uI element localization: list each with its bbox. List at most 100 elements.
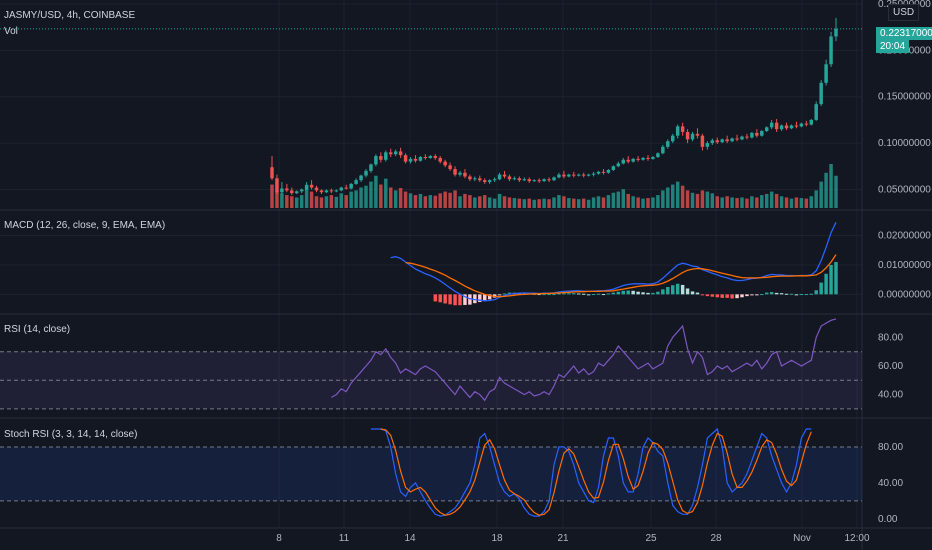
volume-bar [413,195,418,208]
time-tick-label: 21 [557,533,569,544]
candle-body [755,132,759,136]
volume-bar [567,198,571,208]
candle-body [275,178,279,193]
stoch-band-fill [0,446,862,501]
candle-body [537,180,541,182]
candle-body [448,165,452,170]
macd-histogram-bar [814,290,818,295]
volume-bar [517,198,522,208]
candle-body [552,177,556,181]
volume-bar [651,197,655,208]
rsi-label[interactable]: RSI (14, close) [4,324,71,335]
macd-pane[interactable] [390,222,838,306]
candle-body [651,157,655,159]
macd-histogram-bar [789,293,794,295]
candle-body [413,158,418,161]
stoch-rsi-label[interactable]: Stoch RSI (3, 3, 14, 14, close) [4,429,138,440]
candle-body [804,123,809,125]
volume-bar [344,195,348,208]
macd-histogram-bar [626,290,630,295]
stoch-rsi-pane[interactable] [0,427,862,517]
macd-tick-label: 0.00000000 [878,289,931,300]
candle-body [339,187,343,191]
time-axis[interactable]: 8 11 14 18 21 25 28 Nov 12:00 [276,533,870,544]
candle-body [512,178,517,180]
volume-bar [354,190,358,208]
macd-histogram-bar [601,294,606,296]
candle-body [502,174,507,177]
candle-body [740,136,744,140]
candle-body [685,131,690,140]
volume-bar [809,196,813,208]
macd-histogram-bar [463,294,467,305]
price-tick-label: 0.10000000 [878,138,931,149]
candle-body [601,171,606,173]
volume-bar [596,196,601,208]
time-tick-label: 11 [339,533,350,544]
price-pane[interactable] [0,17,862,196]
volume-bar [730,197,734,208]
macd-histogram-bar [616,291,621,295]
candle-body [829,36,833,65]
macd-histogram-bar [794,294,799,296]
volume-bar [507,197,512,208]
macd-histogram-bar [641,292,645,295]
macd-label[interactable]: MACD (12, 26, close, 9, EMA, EMA) [4,220,166,231]
volume-bar [562,196,566,208]
volume-bar [408,193,413,208]
volume-bar [532,199,536,208]
volume-bar [814,190,818,208]
candle-body [522,179,527,181]
volume-bar [745,198,749,208]
macd-histogram-bar [760,294,764,296]
candle-body [532,180,536,182]
volume-bar [740,197,744,208]
macd-histogram-bar [715,294,719,298]
macd-histogram-bar [453,294,457,306]
symbol-label[interactable]: JASMY/USD, 4h, COINBASE [4,10,136,21]
candle-body [443,161,447,166]
candle-body [324,190,329,193]
stoch-d-line [380,428,812,516]
volume-bar [601,197,606,208]
candle-body [814,104,818,120]
macd-histogram-bar [834,262,838,295]
volume-bar [270,184,274,208]
candle-body [542,179,546,182]
macd-histogram-bar [651,292,655,295]
volume-bar [423,196,428,208]
candle-body [586,174,591,176]
macd-histogram-bar [497,294,502,296]
volume-bar [720,197,724,208]
macd-histogram-bar [695,292,700,295]
volume-bar [779,196,784,208]
candle-body [423,157,428,158]
macd-histogram-bar [750,294,754,296]
macd-histogram-bar [522,292,527,295]
volume-bar [403,191,408,208]
volume-bar [547,199,551,208]
volume-label[interactable]: Vol [4,26,18,37]
candle-countdown: 20:04 [876,40,910,53]
macd-histogram-bar [468,294,472,305]
candle-body [745,136,749,138]
macd-histogram-bar [581,293,586,295]
macd-histogram-bar [819,282,823,295]
candle-body [453,169,457,175]
macd-histogram-bar [586,294,591,296]
candle-body [379,156,383,160]
volume-bar [324,196,329,208]
rsi-pane[interactable] [0,318,862,410]
volume-bar [384,178,388,208]
candle-body [621,159,625,164]
currency-button[interactable]: USD [888,4,920,21]
candle-body [557,174,561,178]
volume-bar [829,164,833,208]
volume-bar [735,198,739,208]
volume-bar [453,190,457,208]
candle-body [809,119,813,125]
volume-pane [270,164,838,208]
macd-histogram-bar [557,293,561,295]
